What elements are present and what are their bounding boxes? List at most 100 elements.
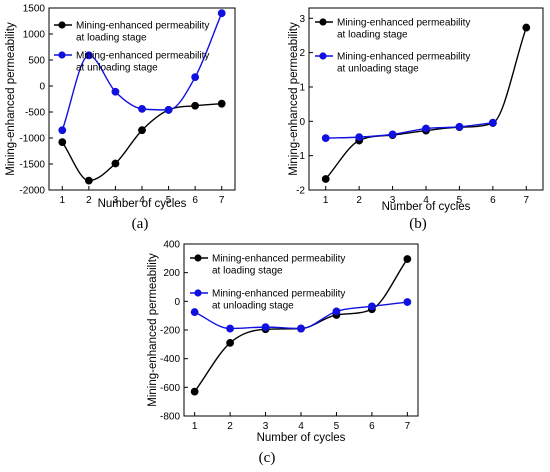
x-axis-label: Number of cycles [257,432,346,444]
data-point-unloading [164,106,173,114]
legend-label: at loading stage [337,30,408,41]
x-tick-label: 7 [405,421,411,432]
panel-label: (a) [132,216,149,232]
legend-marker [319,18,327,26]
data-point-loading [191,101,200,110]
series-line-loading [61,102,222,182]
legend-label: at unloading stage [212,301,294,312]
y-tick-label: 1000 [23,30,46,41]
x-tick-label: 5 [334,421,340,432]
legend-label: at loading stage [212,266,283,277]
y-tick-label: -2000 [19,186,45,197]
legend-label: Mining-enhanced permeability [212,254,345,265]
x-tick-label: 6 [369,421,375,432]
y-tick-label: -600 [160,383,180,394]
y-axis-label: Mining-enhanced permeability [288,22,300,176]
data-point-unloading [58,126,67,135]
x-tick-label: 2 [86,195,92,206]
data-point-loading [58,138,67,147]
y-tick-label: -500 [25,108,45,119]
y-tick-label: -800 [160,412,180,423]
y-tick-label: 1 [299,82,305,93]
data-point-loading [190,387,199,396]
data-point-unloading [488,118,497,127]
legend-label: Mining-enhanced permeability [76,51,209,62]
x-tick-label: 4 [139,195,145,206]
x-axis-label: Number of cycles [98,198,187,210]
x-tick-label: 1 [192,421,198,432]
y-axis-label: Mining-enhanced permeability [5,22,17,176]
data-point-unloading [455,122,464,131]
data-point-unloading [226,324,234,333]
data-point-unloading [368,302,376,311]
x-tick-label: 1 [60,195,66,206]
x-tick-label: 1 [323,195,329,206]
y-tick-label: 0 [299,117,305,128]
data-point-unloading [138,104,146,113]
y-axis-label: Mining-enhanced permeability [147,253,159,407]
legend-label: Mining-enhanced permeability [337,18,470,29]
data-point-unloading [332,307,341,316]
y-tick-label: 1500 [23,4,46,15]
data-point-unloading [355,133,364,142]
data-point-loading [226,338,234,347]
legend-label: at unloading stage [76,63,158,74]
data-point-unloading [84,51,93,60]
y-tick-label: -400 [160,354,180,365]
legend-marker [194,289,202,297]
x-tick-label: 7 [219,195,225,206]
y-tick-label: -200 [160,326,180,337]
legend-label: at unloading stage [337,64,419,75]
x-tick-label: 3 [390,195,396,206]
series-line-unloading [325,121,493,139]
data-point-unloading [422,124,430,133]
y-tick-label: 3 [299,14,305,25]
panel-label: (b) [409,216,427,232]
legend-marker [58,21,66,29]
legend-label: Mining-enhanced permeability [76,21,209,32]
legend-marker [194,254,202,262]
y-tick-label: 0 [39,82,45,93]
x-axis-label: Number of cycles [382,201,471,213]
chart-panel-c: 1 2 3 4 5 6 7 -800 -600 -400 -200 0 200 400 Number of … [147,240,419,466]
legend-label: at loading stage [76,33,147,44]
legend-marker [58,51,66,59]
legend-label: Mining-enhanced permeability [212,289,345,300]
data-point-loading [321,175,330,183]
y-tick-label: 400 [163,240,180,251]
x-tick-label: 2 [227,421,233,432]
data-point-unloading [111,87,120,96]
data-point-loading [217,99,226,108]
y-tick-label: 0 [174,297,180,308]
data-point-unloading [191,73,200,82]
data-point-loading [522,23,531,32]
data-point-loading [403,255,412,263]
y-tick-label: -1500 [19,160,45,171]
data-point-loading [111,159,120,168]
legend-marker [319,52,327,60]
x-tick-label: 6 [192,195,198,206]
panel-label: (c) [259,450,276,466]
y-tick-label: 500 [28,56,45,67]
y-tick-label: 200 [163,268,180,279]
x-tick-label: 7 [524,195,530,206]
data-point-unloading [190,308,199,316]
x-tick-label: 3 [113,195,119,206]
y-tick-label: 2 [299,48,305,59]
x-tick-label: 4 [423,195,429,206]
y-tick-label: -1000 [19,134,45,145]
data-point-loading [138,126,146,135]
x-tick-label: 5 [166,195,172,206]
x-tick-label: 6 [490,195,496,206]
data-point-unloading [217,9,226,18]
x-tick-label: 4 [298,421,304,432]
data-point-unloading [403,298,412,306]
x-tick-label: 5 [457,195,463,206]
data-point-unloading [321,134,330,143]
x-tick-label: 3 [263,421,269,432]
y-tick-label: -1 [296,151,305,162]
data-point-unloading [388,130,397,139]
series-line-loading [325,27,527,180]
